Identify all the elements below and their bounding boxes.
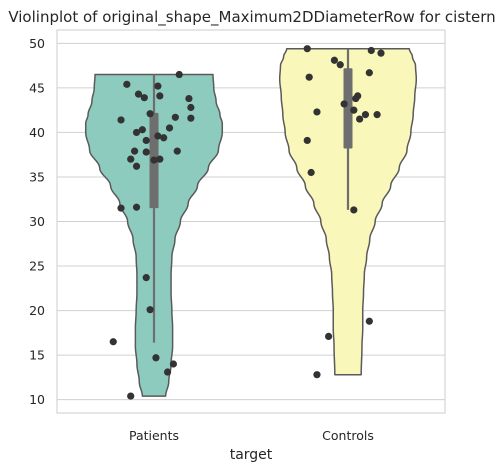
data-point bbox=[187, 103, 195, 112]
y-tick-labels: 10 15 20 25 30 35 40 45 50 bbox=[29, 36, 45, 407]
chart-title: Violinplot of original_shape_Maximum2DDi… bbox=[8, 8, 495, 27]
data-point bbox=[154, 132, 162, 140]
data-point bbox=[156, 92, 164, 100]
data-point bbox=[146, 110, 154, 118]
data-point bbox=[160, 134, 168, 142]
data-point bbox=[150, 156, 158, 164]
data-point bbox=[305, 73, 313, 81]
data-point bbox=[356, 115, 364, 123]
data-point bbox=[187, 114, 195, 122]
data-point bbox=[131, 147, 139, 155]
data-point bbox=[169, 360, 177, 368]
y-tick-label: 35 bbox=[29, 169, 45, 184]
data-point bbox=[142, 274, 150, 282]
y-tick-label: 10 bbox=[29, 392, 45, 407]
data-point bbox=[336, 61, 344, 69]
data-point bbox=[123, 80, 131, 88]
data-point bbox=[165, 124, 174, 132]
violin-controls bbox=[278, 47, 418, 376]
y-tick-label: 50 bbox=[29, 36, 45, 51]
data-point bbox=[142, 136, 150, 145]
data-point bbox=[175, 70, 183, 79]
data-point bbox=[152, 354, 160, 362]
y-tick-label: 15 bbox=[29, 348, 45, 363]
data-point bbox=[132, 162, 141, 170]
iqr-box-controls bbox=[343, 68, 353, 149]
data-point bbox=[171, 113, 179, 121]
violins bbox=[84, 47, 418, 397]
plot-frame bbox=[56, 29, 446, 414]
data-point bbox=[313, 108, 321, 116]
x-tick-label: Controls bbox=[322, 428, 374, 443]
data-point bbox=[350, 106, 358, 114]
data-point bbox=[156, 155, 164, 163]
x-axis-label: target bbox=[230, 447, 273, 463]
y-tick-label: 20 bbox=[29, 303, 45, 318]
data-point bbox=[146, 306, 154, 314]
data-point bbox=[142, 148, 150, 156]
data-point bbox=[373, 111, 381, 119]
data-point bbox=[127, 155, 135, 163]
y-tick-label: 30 bbox=[29, 214, 45, 229]
data-point bbox=[163, 368, 172, 376]
data-point bbox=[365, 317, 373, 325]
data-point bbox=[117, 116, 125, 124]
y-tick-label: 40 bbox=[29, 125, 45, 140]
data-point bbox=[361, 111, 370, 119]
data-point bbox=[185, 94, 193, 103]
data-point bbox=[330, 56, 339, 64]
data-point bbox=[303, 45, 311, 53]
data-point bbox=[127, 392, 135, 400]
x-tick-labels: Patients Controls bbox=[129, 428, 374, 443]
data-point bbox=[307, 168, 315, 177]
data-point bbox=[154, 82, 162, 90]
data-point bbox=[117, 204, 125, 212]
y-tick-label: 45 bbox=[29, 80, 45, 95]
data-point bbox=[173, 147, 181, 155]
data-point bbox=[377, 49, 385, 57]
data-point bbox=[367, 46, 375, 55]
data-point bbox=[340, 100, 348, 108]
data-point bbox=[352, 94, 360, 103]
data-point bbox=[132, 203, 141, 211]
data-point bbox=[138, 126, 146, 134]
data-point bbox=[365, 69, 373, 77]
y-tick-label: 25 bbox=[29, 259, 45, 274]
data-point bbox=[132, 128, 141, 137]
data-point bbox=[350, 206, 358, 214]
data-point bbox=[325, 332, 333, 340]
data-point bbox=[303, 136, 311, 145]
data-points bbox=[109, 45, 385, 400]
data-point bbox=[134, 90, 143, 98]
x-tick-label: Patients bbox=[129, 428, 179, 443]
data-point bbox=[313, 371, 321, 379]
data-point bbox=[140, 94, 148, 102]
data-point bbox=[109, 338, 117, 346]
